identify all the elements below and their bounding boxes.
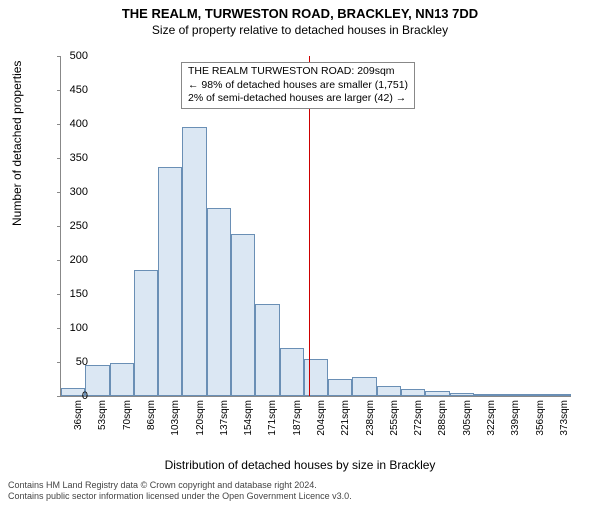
histogram-bar [401, 389, 425, 396]
histogram-bar [450, 393, 474, 396]
histogram-bar [304, 359, 328, 396]
y-tick-label: 250 [58, 220, 88, 232]
x-tick-label: 221sqm [340, 400, 351, 440]
annotation-line1: THE REALM TURWESTON ROAD: 209sqm [188, 65, 408, 79]
x-tick-label: 288sqm [437, 400, 448, 440]
histogram-bar [182, 127, 206, 396]
footer-line2: Contains public sector information licen… [8, 491, 352, 502]
chart-subtitle: Size of property relative to detached ho… [0, 23, 600, 37]
y-tick-label: 150 [58, 288, 88, 300]
chart-title: THE REALM, TURWESTON ROAD, BRACKLEY, NN1… [0, 6, 600, 21]
y-tick-label: 500 [58, 50, 88, 62]
histogram-bar [207, 208, 231, 396]
x-tick-label: 187sqm [292, 400, 303, 440]
histogram-bar [425, 391, 449, 396]
histogram-bar [134, 270, 158, 396]
x-tick-label: 322sqm [486, 400, 497, 440]
histogram-bar [280, 348, 304, 396]
y-tick-label: 100 [58, 322, 88, 334]
footer-line1: Contains HM Land Registry data © Crown c… [8, 480, 352, 491]
x-tick-label: 86sqm [146, 400, 157, 440]
y-tick-label: 350 [58, 152, 88, 164]
histogram-bar [377, 386, 401, 396]
y-tick-label: 200 [58, 254, 88, 266]
x-tick-label: 356sqm [535, 400, 546, 440]
y-tick-label: 400 [58, 118, 88, 130]
histogram-bar [85, 365, 109, 396]
histogram-bar [547, 394, 571, 396]
x-tick-label: 272sqm [413, 400, 424, 440]
x-tick-label: 171sqm [267, 400, 278, 440]
x-tick-label: 36sqm [73, 400, 84, 440]
footer-attribution: Contains HM Land Registry data © Crown c… [8, 480, 352, 502]
x-axis-label: Distribution of detached houses by size … [0, 458, 600, 472]
annotation-line2: ← 98% of detached houses are smaller (1,… [188, 79, 408, 93]
histogram-bar [110, 363, 134, 396]
x-tick-label: 103sqm [170, 400, 181, 440]
x-tick-label: 53sqm [97, 400, 108, 440]
y-axis-label: Number of detached properties [10, 61, 24, 226]
y-tick-label: 0 [58, 390, 88, 402]
histogram-bar [498, 394, 522, 396]
annotation-box: THE REALM TURWESTON ROAD: 209sqm← 98% of… [181, 62, 415, 109]
x-tick-label: 339sqm [510, 400, 521, 440]
x-tick-label: 255sqm [389, 400, 400, 440]
y-tick-label: 450 [58, 84, 88, 96]
x-tick-label: 70sqm [122, 400, 133, 440]
chart-plot-area: 36sqm53sqm70sqm86sqm103sqm120sqm137sqm15… [60, 56, 571, 397]
histogram-bar [255, 304, 279, 396]
histogram-bar [352, 377, 376, 396]
x-tick-label: 204sqm [316, 400, 327, 440]
x-tick-label: 373sqm [559, 400, 570, 440]
x-tick-label: 305sqm [462, 400, 473, 440]
y-tick-label: 300 [58, 186, 88, 198]
y-tick-label: 50 [58, 356, 88, 368]
x-tick-label: 120sqm [195, 400, 206, 440]
histogram-bar [231, 234, 255, 396]
histogram-bar [328, 379, 352, 396]
x-tick-label: 238sqm [365, 400, 376, 440]
histogram-bar [158, 167, 182, 396]
x-tick-label: 137sqm [219, 400, 230, 440]
x-tick-label: 154sqm [243, 400, 254, 440]
histogram-bar [474, 394, 498, 396]
histogram-bar [522, 394, 546, 396]
annotation-line3: 2% of semi-detached houses are larger (4… [188, 92, 408, 106]
